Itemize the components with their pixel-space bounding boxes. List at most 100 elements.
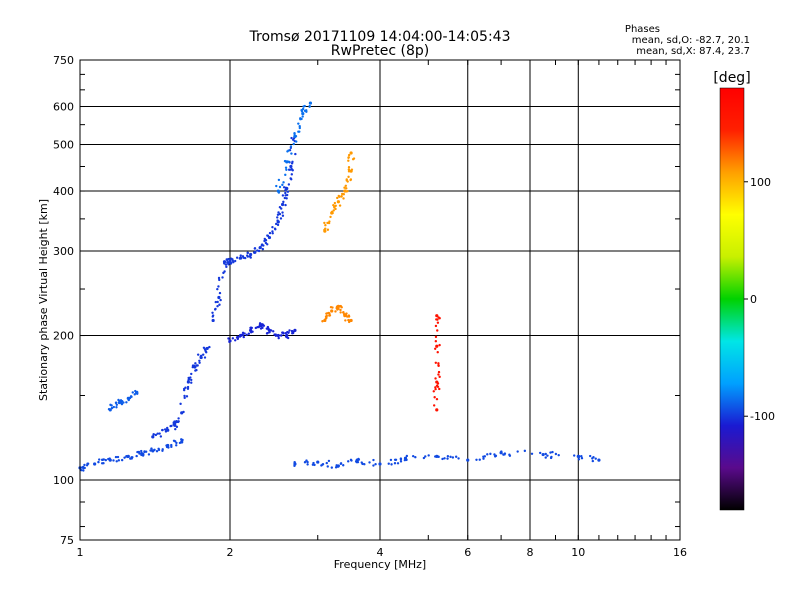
- data-point: [224, 263, 228, 266]
- data-point: [437, 364, 440, 367]
- data-point: [281, 183, 284, 187]
- data-point: [435, 397, 439, 401]
- data-point: [342, 197, 345, 200]
- data-point: [153, 448, 156, 452]
- data-point: [298, 125, 301, 128]
- data-point: [347, 175, 350, 179]
- data-point: [278, 185, 282, 189]
- data-point: [101, 458, 104, 462]
- data-point: [347, 315, 351, 318]
- data-point: [422, 456, 426, 460]
- data-point: [336, 200, 340, 204]
- data-point: [347, 156, 350, 159]
- data-point: [441, 457, 444, 461]
- data-point: [291, 138, 295, 141]
- data-point: [324, 317, 327, 320]
- data-point: [238, 256, 243, 260]
- data-point: [227, 263, 230, 266]
- data-point: [194, 362, 197, 365]
- data-point: [361, 462, 364, 466]
- data-point: [597, 458, 601, 462]
- data-point: [107, 407, 111, 411]
- data-point: [282, 200, 285, 204]
- data-point: [198, 359, 201, 362]
- data-point: [329, 215, 332, 219]
- data-point: [457, 457, 460, 460]
- data-point: [443, 457, 446, 460]
- data-point: [115, 406, 118, 409]
- data-point: [325, 312, 328, 315]
- data-point: [131, 391, 134, 394]
- data-point: [577, 455, 581, 459]
- data-point: [119, 399, 123, 402]
- data-point: [268, 331, 271, 334]
- data-point: [123, 456, 126, 459]
- data-point: [334, 207, 337, 211]
- data-point: [336, 465, 340, 468]
- data-point: [436, 351, 439, 354]
- data-point: [508, 454, 512, 457]
- data-point: [390, 463, 393, 466]
- data-point: [433, 396, 436, 399]
- data-point: [122, 401, 125, 404]
- data-point: [338, 204, 342, 207]
- data-point: [258, 322, 262, 325]
- phase-stats-o: mean, sd,O: -82.7, 20.1: [631, 35, 750, 46]
- data-point: [245, 333, 248, 337]
- data-point: [217, 285, 220, 288]
- data-point: [437, 316, 440, 319]
- data-point: [214, 307, 217, 311]
- data-point: [235, 256, 239, 259]
- data-point: [327, 459, 331, 463]
- data-point: [432, 390, 435, 393]
- data-point: [399, 460, 403, 463]
- data-point: [243, 256, 247, 260]
- data-point: [218, 291, 222, 295]
- data-point: [292, 142, 295, 146]
- data-point: [194, 369, 197, 372]
- data-point: [285, 197, 288, 200]
- data-point: [272, 330, 275, 333]
- data-point: [233, 259, 237, 263]
- data-point: [433, 347, 437, 350]
- y-ticks: 75 100 200 300 400 500 600 750: [53, 54, 680, 547]
- data-point: [396, 462, 400, 465]
- data-point: [295, 140, 298, 143]
- data-point: [404, 456, 407, 460]
- data-point: [242, 335, 245, 339]
- y-tick-label: 500: [53, 139, 74, 152]
- data-point: [503, 452, 507, 455]
- data-point: [278, 212, 282, 216]
- data-point: [249, 326, 252, 330]
- data-point: [550, 455, 553, 459]
- data-point: [435, 380, 439, 384]
- data-point: [93, 462, 97, 466]
- data-point: [202, 353, 205, 356]
- data-point: [235, 336, 239, 339]
- data-point: [86, 462, 90, 465]
- data-point: [202, 346, 206, 349]
- data-point: [271, 225, 274, 229]
- data-point: [454, 455, 458, 458]
- data-point: [114, 455, 118, 459]
- data-point: [271, 230, 274, 233]
- data-point: [489, 452, 492, 456]
- data-point: [580, 457, 584, 460]
- data-point: [285, 168, 288, 171]
- data-point: [225, 258, 228, 261]
- data-point: [284, 173, 287, 177]
- data-point: [297, 130, 300, 133]
- x-tick-label: 1: [77, 546, 84, 559]
- data-point: [325, 461, 328, 465]
- data-point: [349, 318, 353, 323]
- data-point: [438, 343, 441, 347]
- data-point: [368, 461, 371, 464]
- data-point: [389, 458, 393, 462]
- data-point: [411, 454, 415, 458]
- data-point: [172, 423, 175, 426]
- data-point: [284, 203, 287, 207]
- data-point: [183, 394, 186, 398]
- data-point: [335, 305, 339, 309]
- data-point: [180, 438, 183, 441]
- x-ticks: 1 2 4 6 8 10 16: [77, 60, 687, 559]
